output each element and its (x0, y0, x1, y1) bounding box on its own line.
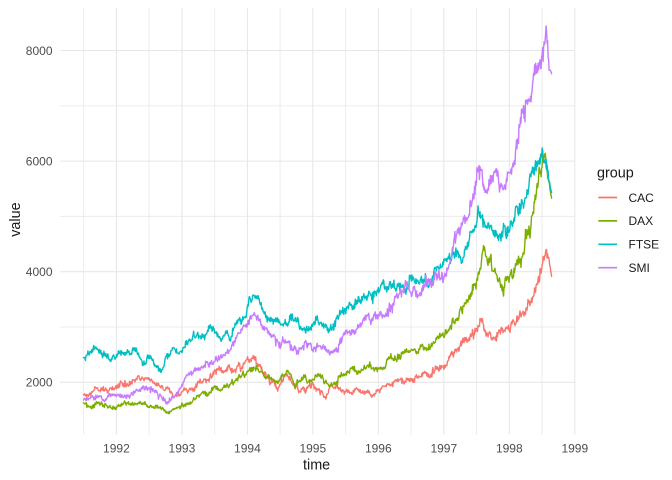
svg-text:1998: 1998 (496, 441, 523, 455)
svg-text:1999: 1999 (561, 441, 588, 455)
svg-text:1993: 1993 (169, 441, 196, 455)
svg-text:8000: 8000 (26, 44, 53, 58)
svg-text:1996: 1996 (365, 441, 392, 455)
svg-text:value: value (8, 202, 24, 236)
svg-text:time: time (303, 457, 330, 473)
svg-text:CAC: CAC (629, 191, 655, 205)
svg-text:2000: 2000 (26, 376, 53, 390)
svg-text:1992: 1992 (103, 441, 130, 455)
svg-text:1997: 1997 (430, 441, 457, 455)
svg-text:DAX: DAX (629, 214, 654, 228)
svg-text:6000: 6000 (26, 154, 53, 168)
svg-text:FTSE: FTSE (629, 238, 660, 252)
svg-text:1994: 1994 (234, 441, 261, 455)
svg-text:group: group (597, 166, 634, 182)
svg-text:1995: 1995 (299, 441, 326, 455)
svg-text:SMI: SMI (629, 261, 650, 275)
svg-text:4000: 4000 (26, 265, 53, 279)
